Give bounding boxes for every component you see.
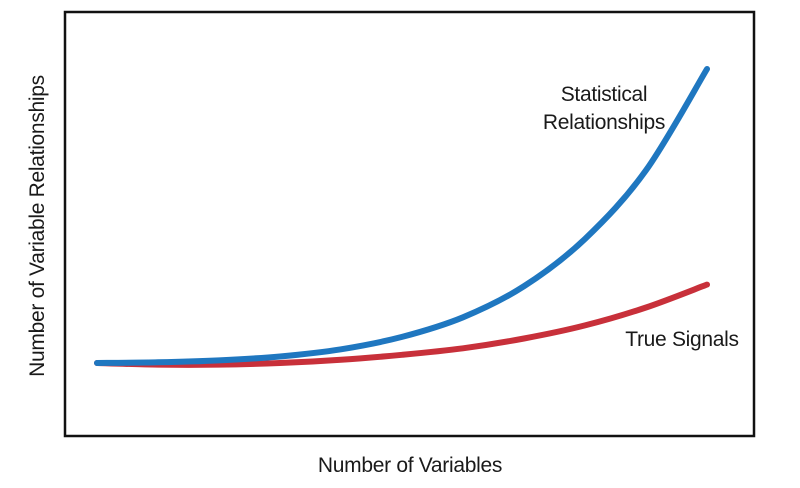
series-line-statistical-relationships: [94, 66, 710, 366]
series-line-true-signals: [94, 281, 710, 368]
series-layer: [94, 66, 710, 368]
series-label-line-2: Relationships: [543, 111, 665, 134]
y-axis-label: Number of Variable Relationships: [26, 75, 49, 377]
series-label-true-signals: True Signals: [625, 328, 739, 351]
plot-frame: [63, 10, 756, 438]
series-label-statistical-relationships: Statistical Relationships: [543, 83, 665, 134]
x-axis-label: Number of Variables: [318, 454, 502, 477]
series-label-line-1: Statistical: [561, 83, 648, 106]
